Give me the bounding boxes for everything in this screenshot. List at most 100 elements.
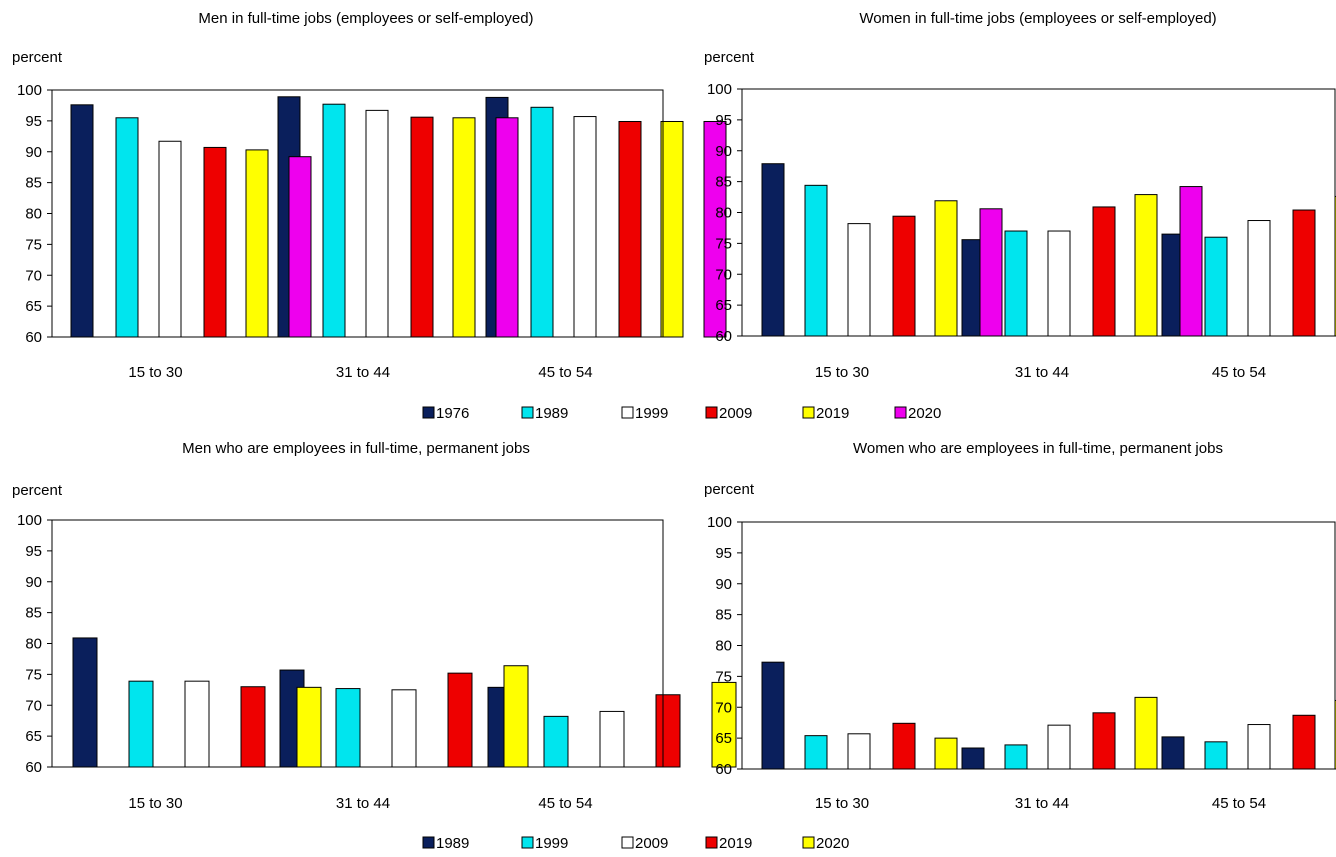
bar-1999-1 bbox=[847, 223, 871, 337]
x-category-label: 15 to 30 bbox=[815, 364, 869, 381]
y-tick-label: 80 bbox=[25, 206, 42, 223]
bar-2009-1 bbox=[203, 146, 227, 338]
bar-2009-3 bbox=[1292, 209, 1316, 337]
bar-2019-2 bbox=[452, 117, 476, 338]
y-tick-label: 85 bbox=[715, 174, 732, 191]
legend-bottom: 1989 1999 2009 2019 2020 bbox=[422, 835, 849, 852]
legend-item: 2020 bbox=[894, 405, 941, 422]
y-tick-label: 95 bbox=[25, 543, 42, 560]
bar-1999-2 bbox=[1047, 230, 1071, 337]
y-axis-label: percent bbox=[12, 482, 63, 499]
panel-1: Men in full-time jobs (employees or self… bbox=[12, 10, 727, 381]
bar-2009-2 bbox=[410, 116, 434, 338]
bar-1999-2 bbox=[365, 109, 389, 338]
plot-frame bbox=[741, 521, 1336, 770]
x-category-label: 15 to 30 bbox=[128, 795, 182, 812]
bar-2019-1 bbox=[892, 722, 916, 770]
y-tick-label: 100 bbox=[707, 514, 732, 531]
legend-item: 2019 bbox=[802, 405, 849, 422]
y-tick-label: 65 bbox=[715, 730, 732, 747]
chart-title: Men in full-time jobs (employees or self… bbox=[198, 10, 533, 27]
bar-1989-2 bbox=[322, 103, 346, 338]
bar-1976-1 bbox=[761, 163, 785, 337]
legend-swatch bbox=[521, 406, 534, 419]
y-tick-label: 70 bbox=[715, 266, 732, 283]
y-tick-label: 65 bbox=[715, 297, 732, 314]
y-tick-label: 60 bbox=[25, 759, 42, 776]
bar-1999-3 bbox=[1247, 220, 1271, 337]
y-tick-label: 60 bbox=[25, 329, 42, 346]
y-tick-label: 85 bbox=[715, 607, 732, 624]
legend-swatch bbox=[422, 406, 435, 419]
chart-title: Women in full-time jobs (employees or se… bbox=[859, 10, 1216, 27]
legend-swatch bbox=[705, 406, 718, 419]
bar-2020-1 bbox=[979, 208, 1003, 337]
legend-label: 1999 bbox=[635, 405, 668, 422]
legend-item: 1976 bbox=[422, 405, 469, 422]
y-tick-label: 80 bbox=[715, 205, 732, 222]
x-category-label: 15 to 30 bbox=[128, 364, 182, 381]
bar-2020-2 bbox=[1179, 186, 1203, 337]
legend-swatch bbox=[521, 836, 534, 849]
bar-2009-2 bbox=[1092, 206, 1116, 337]
y-tick-label: 70 bbox=[715, 699, 732, 716]
bar-1999-1 bbox=[128, 680, 154, 768]
bar-1989-1 bbox=[804, 184, 828, 337]
plot-frame bbox=[51, 89, 664, 338]
y-tick-label: 75 bbox=[25, 236, 42, 253]
chart-title: Women who are employees in full-time, pe… bbox=[853, 440, 1223, 457]
panel-3: Men who are employees in full-time, perm… bbox=[12, 440, 737, 812]
bar-2020-1 bbox=[288, 156, 312, 338]
legend-swatch bbox=[705, 836, 718, 849]
bar-1989-2 bbox=[1004, 230, 1028, 337]
bar-2019-2 bbox=[1134, 194, 1158, 337]
y-tick-label: 70 bbox=[25, 267, 42, 284]
y-tick-label: 80 bbox=[715, 638, 732, 655]
bar-1999-3 bbox=[573, 116, 597, 338]
y-tick-label: 75 bbox=[25, 666, 42, 683]
y-tick-label: 100 bbox=[707, 81, 732, 98]
panel-4: Women who are employees in full-time, pe… bbox=[704, 440, 1336, 812]
y-axis-label: percent bbox=[12, 49, 63, 66]
bar-1976-1 bbox=[70, 104, 94, 338]
x-category-label: 45 to 54 bbox=[1212, 364, 1266, 381]
legend-label: 2009 bbox=[719, 405, 752, 422]
y-tick-label: 95 bbox=[715, 545, 732, 562]
bar-2019-1 bbox=[934, 200, 958, 337]
y-axis-label: percent bbox=[704, 49, 755, 66]
legend-swatch bbox=[894, 406, 907, 419]
y-tick-label: 90 bbox=[25, 144, 42, 161]
bar-2009-1 bbox=[847, 733, 871, 770]
y-tick-label: 60 bbox=[715, 328, 732, 345]
x-category-label: 15 to 30 bbox=[815, 795, 869, 812]
legend-swatch bbox=[802, 836, 815, 849]
bar-1989-1 bbox=[761, 661, 785, 770]
legend-item: 1999 bbox=[521, 835, 568, 852]
bar-2019-3 bbox=[660, 120, 684, 338]
bar-2009-1 bbox=[184, 680, 210, 768]
bar-1989-1 bbox=[72, 637, 98, 768]
legend-item: 2009 bbox=[621, 835, 668, 852]
bar-2020-3 bbox=[703, 120, 727, 338]
y-tick-label: 95 bbox=[715, 112, 732, 129]
y-tick-label: 60 bbox=[715, 761, 732, 778]
legend-swatch bbox=[621, 406, 634, 419]
y-tick-label: 85 bbox=[25, 605, 42, 622]
y-tick-label: 90 bbox=[25, 574, 42, 591]
legend-label: 2019 bbox=[816, 405, 849, 422]
y-tick-label: 65 bbox=[25, 728, 42, 745]
bar-2009-2 bbox=[1047, 724, 1071, 770]
y-tick-label: 90 bbox=[715, 143, 732, 160]
x-category-label: 31 to 44 bbox=[1015, 364, 1069, 381]
x-category-label: 45 to 54 bbox=[538, 795, 592, 812]
bar-2019-2 bbox=[447, 672, 473, 768]
bar-2009-2 bbox=[391, 689, 417, 768]
bar-1989-3 bbox=[1204, 236, 1228, 337]
y-tick-label: 70 bbox=[25, 697, 42, 714]
legend-swatch bbox=[802, 406, 815, 419]
bar-2020-1 bbox=[296, 686, 322, 768]
bar-2019-3 bbox=[655, 694, 681, 768]
bar-1989-3 bbox=[530, 106, 554, 338]
